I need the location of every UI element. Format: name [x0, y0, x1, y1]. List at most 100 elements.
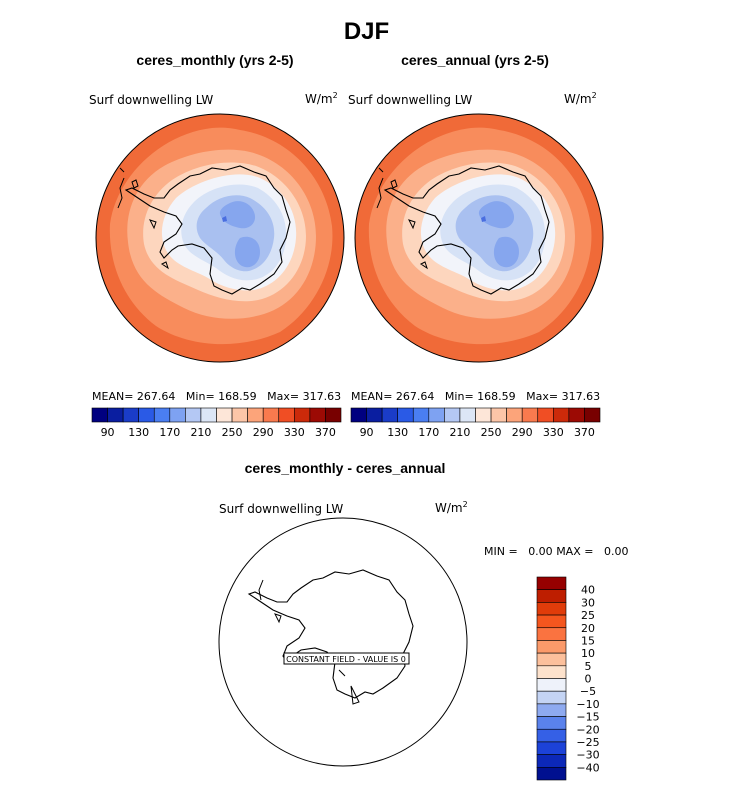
colorbar-tick-label: 250: [222, 426, 243, 439]
colorbar-swatch: [153, 407, 171, 423]
panel-2-variable-label: Surf downwelling LW: [348, 93, 473, 107]
panel-2-map: [354, 113, 604, 363]
colorbar-swatch: [536, 767, 567, 781]
colorbar-swatch: [521, 407, 539, 423]
panel-1-variable-label: Surf downwelling LW: [89, 93, 214, 107]
diff-panel-map: [218, 517, 468, 767]
colorbar-tick-label: 170: [418, 426, 439, 439]
diff-map-svg: CONSTANT FIELD - VALUE IS 0 403025201510…: [218, 517, 600, 781]
colorbar-tick-label: 130: [128, 426, 149, 439]
colorbar-swatch: [475, 407, 492, 423]
colorbar-swatch: [278, 407, 295, 423]
panel-1-colorbar: 90 130 170 210 250 290 330 370: [91, 407, 342, 439]
colorbar-swatch: [536, 678, 567, 692]
constant-field-note: CONSTANT FIELD - VALUE IS 0: [283, 652, 410, 665]
colorbar-swatch: [247, 407, 264, 423]
diff-panel-variable-label: Surf downwelling LW: [219, 502, 344, 516]
colorbar-swatch: [536, 602, 567, 616]
colorbar-swatch: [536, 754, 567, 768]
colorbar-tick-label: 330: [543, 426, 564, 439]
panel-1-units: W/m2: [305, 91, 338, 106]
colorbar-tick-label: 290: [253, 426, 274, 439]
colorbar-tick-label: 370: [574, 426, 595, 439]
colorbar-swatch: [506, 407, 523, 423]
colorbar-tick-label: 30: [581, 596, 595, 609]
colorbar-swatch: [122, 407, 139, 423]
colorbar-tick-label: 130: [387, 426, 408, 439]
panel-1-title: ceres_monthly (yrs 2-5): [136, 52, 294, 68]
colorbar-swatch: [381, 407, 398, 423]
page-title: DJF: [343, 18, 390, 45]
colorbar-tick-label: −25: [576, 736, 599, 749]
colorbar-tick-label: −10: [576, 698, 599, 711]
colorbar-swatch: [536, 627, 567, 641]
colorbar-swatch: [553, 407, 570, 423]
colorbar-tick-label: −20: [576, 723, 599, 736]
colorbar-tick-label: 10: [581, 647, 595, 660]
colorbar-swatch: [350, 407, 367, 423]
panel-2-stats: MEAN= 267.64 Min= 168.59 Max= 317.63: [351, 390, 601, 403]
colorbar-tick-label: 210: [449, 426, 470, 439]
colorbar-swatch: [169, 407, 186, 423]
colorbar-swatch: [536, 576, 567, 590]
top-maps-svg: 90 130 170 210 250 290 330 370 90 130 170 210 250 29…: [91, 113, 604, 439]
colorbar-swatch: [568, 407, 585, 423]
colorbar-tick-label: 15: [581, 634, 595, 647]
colorbar-tick-label: 25: [581, 609, 595, 622]
colorbar-swatch: [536, 716, 567, 730]
colorbar-tick-label: −40: [576, 761, 599, 774]
colorbar-swatch: [490, 407, 507, 423]
colorbar-swatch: [584, 407, 601, 423]
colorbar-swatch: [138, 407, 155, 423]
colorbar-tick-label: 170: [159, 426, 180, 439]
diff-panel-minmax: MIN = 0.00 MAX = 0.00: [484, 545, 629, 558]
colorbar-swatch: [294, 407, 311, 423]
colorbar-swatch: [325, 407, 342, 423]
colorbar-swatch: [536, 690, 567, 705]
colorbar-swatch: [309, 407, 326, 423]
colorbar-tick-label: 370: [315, 426, 336, 439]
colorbar-swatch: [536, 728, 567, 743]
colorbar-swatch: [107, 407, 124, 423]
colorbar-swatch: [536, 640, 567, 654]
colorbar-tick-label: −15: [576, 711, 599, 724]
colorbar-swatch: [428, 407, 445, 423]
colorbar-tick-label: −5: [580, 685, 596, 698]
colorbar-swatch: [536, 741, 567, 755]
panel-2-title: ceres_annual (yrs 2-5): [401, 52, 549, 68]
colorbar-swatch: [200, 407, 217, 423]
colorbar-swatch: [397, 407, 414, 423]
colorbar-swatch: [459, 407, 476, 423]
colorbar-tick-label: 250: [481, 426, 502, 439]
colorbar-swatch: [537, 407, 554, 423]
colorbar-tick-label: −30: [576, 749, 599, 762]
colorbar-tick-label: 5: [585, 660, 592, 673]
colorbar-swatch: [412, 407, 430, 423]
colorbar-swatch: [536, 589, 567, 603]
panel-2-colorbar: 90 130 170 210 250 290 330 370: [350, 407, 601, 439]
constant-field-text: CONSTANT FIELD - VALUE IS 0: [286, 655, 406, 664]
colorbar-tick-label: 210: [190, 426, 211, 439]
colorbar-swatch: [91, 407, 108, 423]
panel-2-units: W/m2: [564, 91, 597, 106]
panel-1-map: [95, 113, 345, 363]
colorbar-tick-label: 0: [585, 673, 592, 686]
colorbar-swatch: [366, 407, 383, 423]
colorbar-tick-label: 90: [360, 426, 374, 439]
colorbar-swatch: [231, 407, 248, 423]
colorbar-tick-label: 290: [512, 426, 533, 439]
colorbar-swatch: [536, 652, 567, 667]
colorbar-tick-label: 90: [101, 426, 115, 439]
colorbar-tick-label: 330: [284, 426, 305, 439]
colorbar-tick-label: 40: [581, 584, 595, 597]
panel-1-stats: MEAN= 267.64 Min= 168.59 Max= 317.63: [92, 390, 342, 403]
diff-panel-title: ceres_monthly - ceres_annual: [244, 460, 446, 476]
colorbar-swatch: [262, 407, 280, 423]
diff-panel-units: W/m2: [435, 500, 468, 515]
colorbar-swatch: [185, 407, 202, 423]
colorbar-swatch: [536, 703, 567, 717]
colorbar-swatch: [216, 407, 233, 423]
colorbar-tick-label: 20: [581, 622, 595, 635]
colorbar-swatch: [536, 665, 567, 679]
